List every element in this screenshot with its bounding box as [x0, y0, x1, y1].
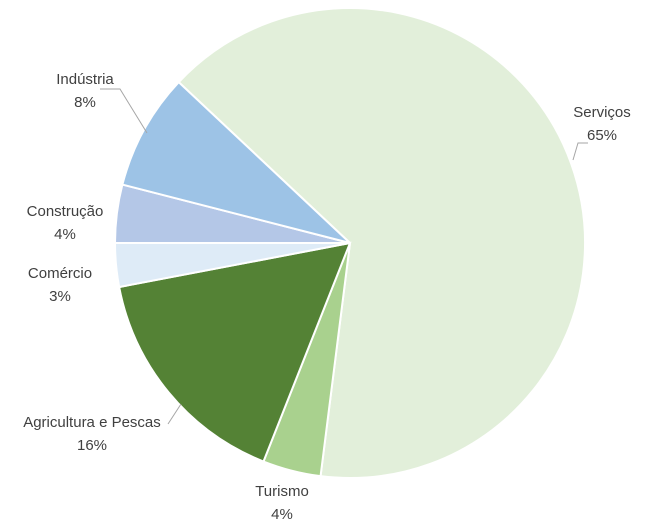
category-label: Serviços	[573, 104, 631, 121]
value-label: 16%	[77, 437, 107, 454]
value-label: 65%	[587, 127, 617, 144]
category-label: Comércio	[28, 265, 92, 282]
pie-slice	[117, 241, 352, 463]
pie-slice	[121, 80, 351, 244]
value-label: 3%	[49, 288, 71, 305]
category-label: Agricultura e Pescas	[23, 414, 161, 431]
leader-line	[100, 88, 148, 134]
category-label: Indústria	[56, 71, 114, 88]
pie-slice	[177, 7, 586, 479]
value-label: 4%	[54, 226, 76, 243]
leader-line	[167, 403, 182, 425]
category-label: Turismo	[255, 483, 309, 500]
category-label: Construção	[27, 203, 104, 220]
value-label: 4%	[271, 506, 293, 523]
leader-line	[572, 142, 588, 161]
value-label: 8%	[74, 94, 96, 111]
